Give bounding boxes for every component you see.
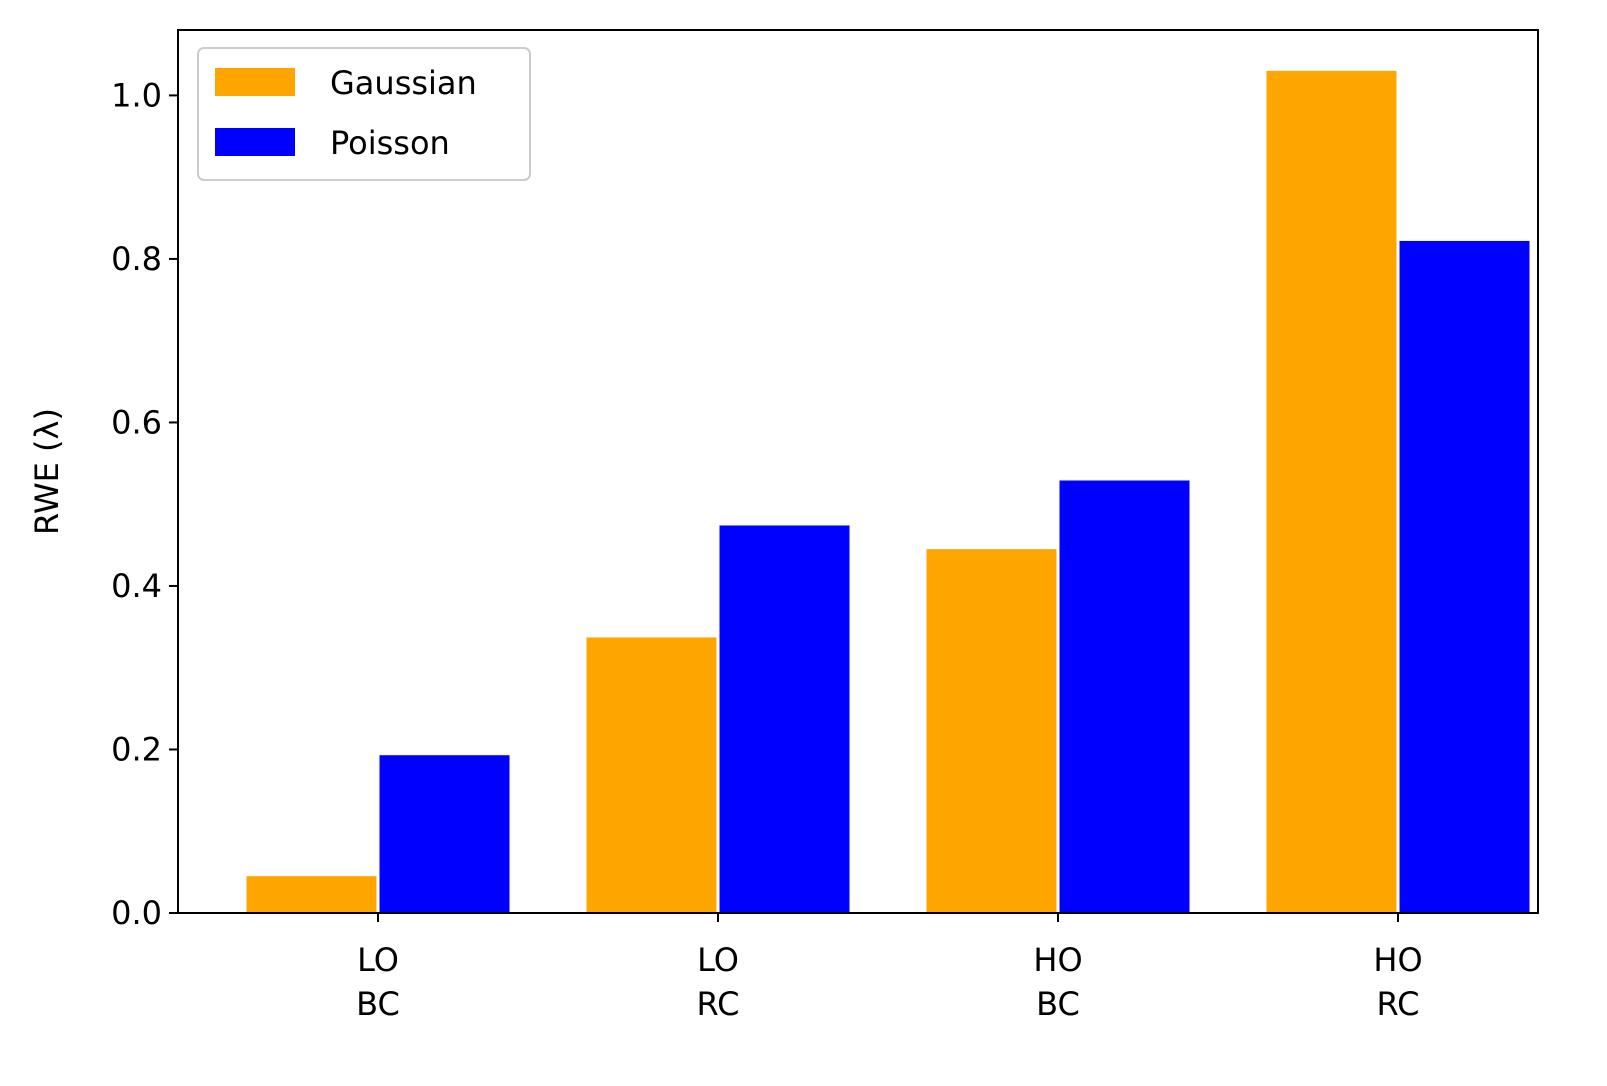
bar-gaussian-0 [246, 876, 377, 913]
bar-poisson-0 [379, 755, 510, 913]
legend-label-gaussian: Gaussian [330, 64, 477, 102]
legend: Gaussian Poisson [197, 47, 531, 181]
y-tick-label: 0.6 [111, 403, 162, 441]
bar-poisson-2 [1059, 480, 1190, 913]
x-tick-label: BC [1036, 985, 1080, 1023]
y-tick-label: 0.4 [111, 567, 162, 605]
y-axis-label: RWE (λ) [28, 408, 66, 535]
y-tick-label: 0.2 [111, 730, 162, 768]
bars-group [246, 70, 1530, 913]
bar-poisson-1 [719, 525, 850, 913]
legend-swatch-poisson [215, 128, 295, 156]
bar-gaussian-2 [926, 549, 1057, 913]
x-axis: LO BC LO RC HO BC HO RC [356, 913, 1423, 1023]
legend-swatch-gaussian [215, 68, 295, 96]
legend-label-poisson: Poisson [330, 124, 450, 162]
x-tick-label: LO [697, 941, 739, 979]
y-axis: 0.0 0.2 0.4 0.6 0.8 1.0 [111, 76, 178, 932]
x-tick-label: LO [357, 941, 399, 979]
bar-poisson-3 [1399, 240, 1530, 913]
y-tick-label: 1.0 [111, 76, 162, 114]
x-tick-label: RC [1377, 985, 1420, 1023]
bar-gaussian-1 [586, 637, 717, 913]
plot-frame [177, 29, 1539, 914]
x-tick-label: HO [1033, 941, 1082, 979]
y-tick-label: 0.8 [111, 240, 162, 278]
x-tick-label: HO [1373, 941, 1422, 979]
x-tick-label: BC [356, 985, 400, 1023]
y-tick-label: 0.0 [111, 894, 162, 932]
x-tick-label: RC [697, 985, 740, 1023]
bar-gaussian-3 [1266, 70, 1397, 913]
